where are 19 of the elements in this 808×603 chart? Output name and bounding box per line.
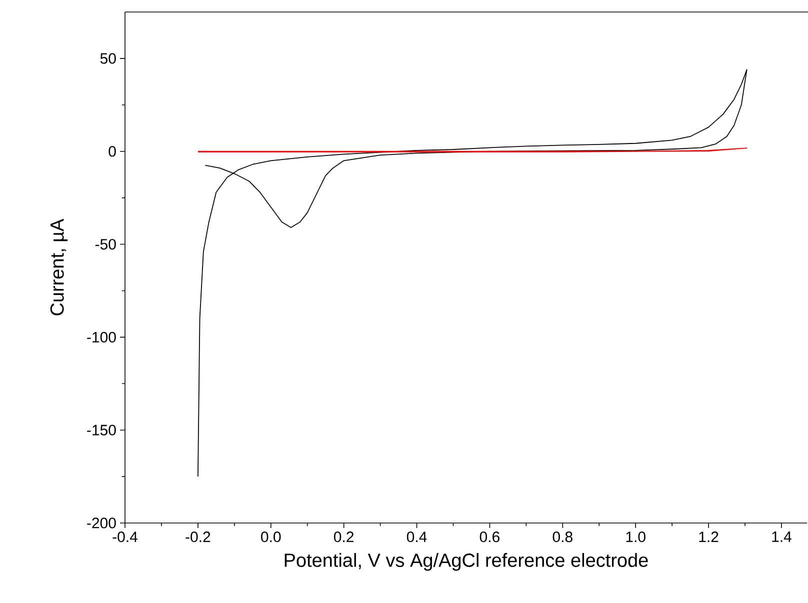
y-tick-label: 0 bbox=[108, 146, 116, 157]
x-tick-label: -0.4 bbox=[112, 532, 138, 542]
y-tick-label: -100 bbox=[87, 332, 116, 342]
x-tick-label: 0.6 bbox=[480, 532, 500, 542]
x-tick-label: 0.0 bbox=[261, 532, 281, 542]
y-tick-label: -200 bbox=[87, 518, 116, 528]
x-tick-label: 0.4 bbox=[406, 532, 427, 542]
x-tick-label: 0.8 bbox=[552, 532, 572, 542]
x-axis-title: Potential, V vs Ag/AgCl reference electrode bbox=[284, 553, 648, 571]
line-series bbox=[197, 69, 748, 477]
x-tick-label: 1.4 bbox=[772, 532, 792, 542]
x-tick-label: 0.2 bbox=[334, 532, 354, 542]
y-tick-label: 50 bbox=[100, 53, 116, 64]
x-tick-label: -0.2 bbox=[186, 532, 210, 542]
x-tick-label: 1.2 bbox=[699, 532, 718, 542]
x-tick-label: 1.0 bbox=[626, 532, 646, 542]
y-tick-label: -50 bbox=[95, 238, 116, 250]
y-axis-title: Current, µA bbox=[50, 218, 68, 316]
y-tick-label: -150 bbox=[87, 424, 116, 436]
